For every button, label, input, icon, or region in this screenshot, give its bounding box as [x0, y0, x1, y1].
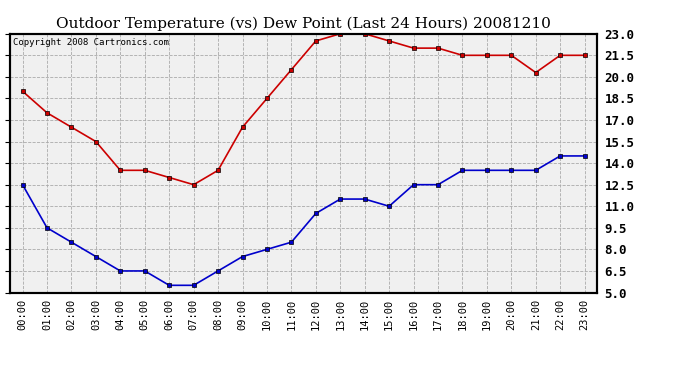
- Title: Outdoor Temperature (vs) Dew Point (Last 24 Hours) 20081210: Outdoor Temperature (vs) Dew Point (Last…: [56, 17, 551, 31]
- Text: Copyright 2008 Cartronics.com: Copyright 2008 Cartronics.com: [13, 38, 169, 46]
